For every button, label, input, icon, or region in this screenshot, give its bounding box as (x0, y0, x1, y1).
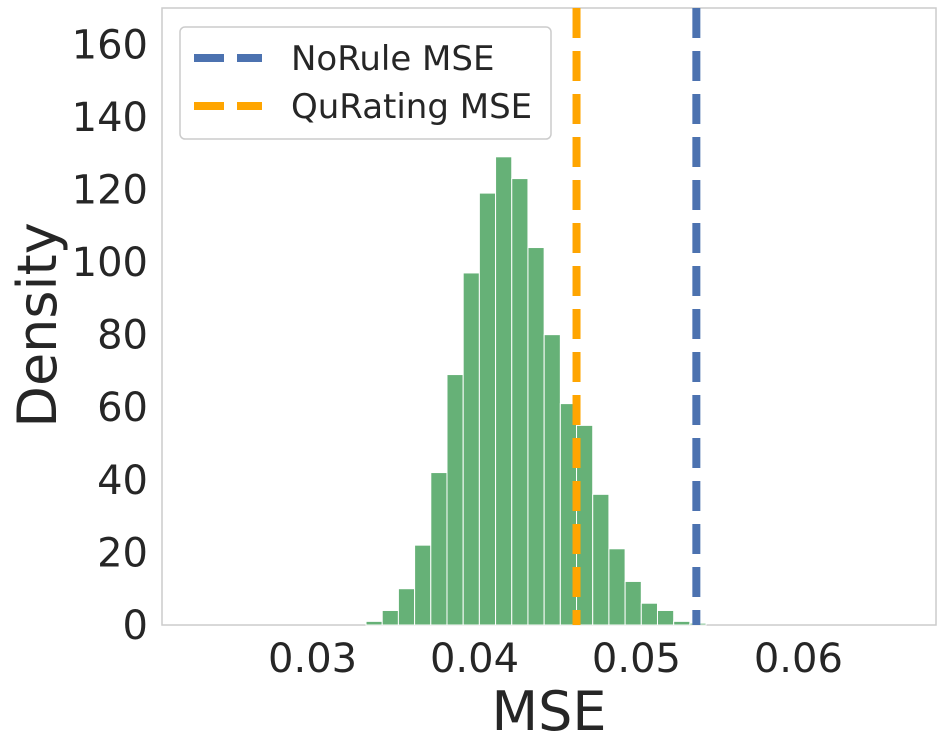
y-tick-label: 0 (123, 603, 148, 649)
y-tick-label: 20 (97, 530, 148, 576)
histogram-bar (478, 192, 497, 626)
legend-entry-label: NoRule MSE (291, 39, 494, 79)
y-tick-label: 100 (72, 240, 148, 286)
histogram-bar (608, 548, 626, 626)
histogram-bar (673, 620, 691, 626)
x-tick-label: 0.03 (268, 636, 357, 682)
histogram-bar (397, 588, 416, 626)
y-axis-ticks: 0 20 40 60 80 100 120 140 160 (72, 22, 148, 649)
y-tick-label: 120 (72, 167, 148, 213)
y-tick-label: 160 (72, 22, 148, 68)
y-tick-label: 140 (72, 95, 148, 141)
histogram-bar (446, 374, 464, 626)
histogram-bar (414, 544, 432, 626)
x-axis-ticks: 0.03 0.04 0.05 0.06 (268, 636, 843, 682)
legend: NoRule MSE QuRating MSE (179, 26, 552, 140)
y-tick-label: 80 (97, 313, 148, 359)
histogram-bar (462, 272, 480, 626)
histogram-bar (381, 609, 399, 626)
histogram-bar (511, 178, 529, 626)
y-tick-label: 40 (97, 458, 148, 504)
legend-box (179, 26, 552, 140)
x-axis-title: MSE (492, 680, 607, 743)
histogram-bar (495, 156, 513, 626)
legend-entry-label: QuRating MSE (291, 87, 532, 127)
x-tick-label: 0.06 (754, 636, 843, 682)
histogram-bars (365, 156, 707, 626)
y-axis-title: Density (6, 222, 69, 427)
histogram-bar (365, 620, 383, 626)
histogram-bar (527, 247, 545, 626)
x-tick-label: 0.05 (592, 636, 681, 682)
histogram-bar (640, 602, 658, 626)
histogram-bar (430, 472, 448, 626)
histogram-bar (592, 493, 610, 626)
histogram-bar (624, 580, 642, 626)
y-tick-label: 60 (97, 385, 148, 431)
x-tick-label: 0.04 (430, 636, 519, 682)
histogram-bar (543, 334, 561, 626)
reference-lines (572, 8, 701, 625)
histogram-bar (656, 609, 675, 626)
